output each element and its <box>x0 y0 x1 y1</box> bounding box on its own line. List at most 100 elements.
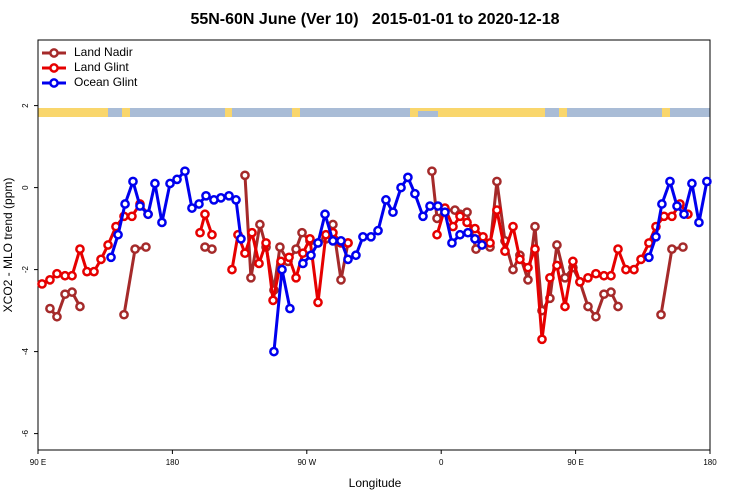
data-point <box>194 199 204 209</box>
data-point <box>297 227 307 238</box>
data-point <box>172 174 182 185</box>
data-point <box>694 217 704 228</box>
data-point <box>447 238 457 248</box>
data-point <box>157 217 167 228</box>
data-point <box>448 221 458 232</box>
data-point <box>462 207 472 218</box>
data-point <box>508 264 518 275</box>
data-point <box>425 201 435 211</box>
data-point <box>291 244 301 254</box>
legend-label: Land Glint <box>74 60 129 74</box>
data-point <box>67 287 77 297</box>
data-point <box>432 213 442 224</box>
data-point <box>478 231 488 242</box>
strip-ocean <box>130 108 225 117</box>
data-point <box>575 277 585 287</box>
strip-ocean <box>232 108 292 117</box>
data-point <box>45 303 55 314</box>
data-point <box>261 238 271 248</box>
legend-marker <box>49 78 59 88</box>
y-tick-label: 2 <box>21 103 30 108</box>
data-point <box>240 170 250 181</box>
data-point <box>470 223 480 234</box>
data-point <box>591 268 601 279</box>
legend-label: Ocean Glint <box>74 75 138 89</box>
data-point <box>613 301 623 312</box>
data-point <box>128 176 138 187</box>
data-point <box>291 272 301 283</box>
data-point <box>463 227 473 238</box>
data-point <box>141 242 151 252</box>
data-point <box>254 258 264 269</box>
data-point <box>492 205 502 215</box>
data-point <box>268 295 278 306</box>
data-point <box>227 264 237 275</box>
strip-ocean <box>670 108 710 117</box>
data-point <box>530 221 540 232</box>
data-point <box>418 211 428 222</box>
data-point <box>462 217 472 228</box>
data-point <box>285 303 295 314</box>
data-point <box>143 209 153 220</box>
data-point <box>523 262 533 273</box>
strip-ocean <box>545 108 559 117</box>
x-axis-title: Longitude <box>349 476 402 490</box>
data-point <box>236 234 246 244</box>
x-tick-label: 0 <box>439 458 444 467</box>
data-point <box>500 246 510 256</box>
data-point <box>403 172 413 183</box>
data-point <box>207 244 217 254</box>
data-point <box>410 188 420 199</box>
data-point <box>613 244 623 254</box>
plot-frame <box>37 39 711 451</box>
data-point <box>130 244 140 254</box>
data-point <box>75 301 85 312</box>
data-point <box>180 166 190 177</box>
strip-ocean <box>300 108 410 117</box>
data-point <box>269 346 279 357</box>
data-point <box>165 178 175 189</box>
data-point <box>492 176 502 187</box>
land-ocean-strip <box>38 108 710 117</box>
data-point <box>545 272 555 283</box>
data-point <box>313 297 323 308</box>
data-point <box>96 254 106 265</box>
y-tick-label: 0 <box>21 185 30 190</box>
data-point <box>240 248 250 259</box>
data-point <box>52 311 62 322</box>
data-point <box>644 252 654 263</box>
x-tick-label: 180 <box>703 458 717 467</box>
data-point <box>246 272 256 283</box>
data-point <box>305 234 315 244</box>
data-point <box>636 254 646 265</box>
data-point <box>231 195 241 205</box>
data-point <box>336 236 346 246</box>
data-point <box>113 229 123 240</box>
data-point <box>523 275 533 285</box>
data-point <box>298 248 308 259</box>
data-point <box>583 301 593 312</box>
data-point <box>247 227 257 238</box>
y-tick-label: -4 <box>21 347 30 355</box>
series <box>37 199 693 345</box>
data-point <box>455 211 465 222</box>
data-point <box>560 301 570 312</box>
data-point <box>678 242 688 252</box>
data-point <box>477 240 487 250</box>
data-point <box>396 182 406 193</box>
data-point <box>216 193 226 203</box>
data-point <box>75 244 85 254</box>
data-point <box>200 209 210 220</box>
data-point <box>351 250 361 261</box>
data-point <box>657 199 667 209</box>
data-point <box>667 244 677 254</box>
data-point <box>672 201 682 211</box>
data-point <box>485 238 495 248</box>
data-point <box>366 231 376 242</box>
x-tick-label: 180 <box>166 458 180 467</box>
chart-title: 55N-60N June (Ver 10) 2015-01-01 to 2020… <box>190 11 559 28</box>
data-point <box>651 231 661 242</box>
